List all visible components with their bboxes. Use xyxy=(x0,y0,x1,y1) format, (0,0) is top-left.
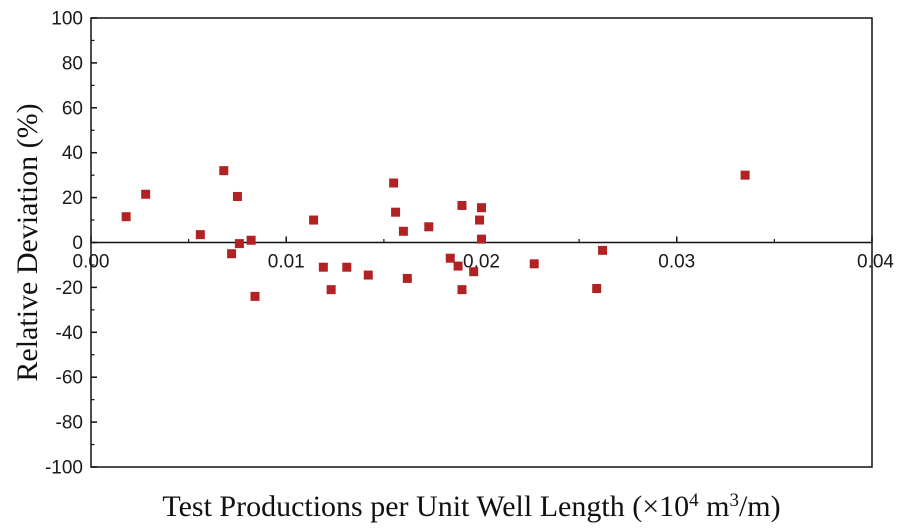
data-point xyxy=(342,262,352,272)
y-tick-label: 60 xyxy=(62,98,83,119)
y-tick-label: -60 xyxy=(56,368,83,389)
data-point xyxy=(309,215,319,225)
data-point xyxy=(219,166,229,176)
data-point xyxy=(445,253,455,263)
x-tick-label: 0.04 xyxy=(857,252,894,273)
data-point xyxy=(740,170,750,180)
data-point xyxy=(457,285,467,295)
data-point xyxy=(398,226,408,236)
x-axis-title-mid: m xyxy=(699,490,730,523)
x-tick-label: 0.02 xyxy=(463,252,500,273)
data-point xyxy=(469,267,479,277)
x-axis-title-superscript-2: 3 xyxy=(729,490,739,511)
x-axis-title-end: /m) xyxy=(739,490,781,523)
y-tick-label: 0 xyxy=(72,233,83,254)
y-tick-label: -100 xyxy=(45,458,83,479)
data-point xyxy=(475,215,485,225)
y-axis-title: Relative Deviation (%) xyxy=(11,103,44,381)
data-point xyxy=(453,261,463,271)
y-tick-label: -20 xyxy=(56,278,83,299)
data-point xyxy=(326,285,336,295)
data-point xyxy=(232,191,242,201)
y-tick-label: 100 xyxy=(51,9,83,30)
data-point xyxy=(227,249,237,259)
data-point xyxy=(402,273,412,283)
y-axis: 100 80 60 40 20 0 -20 -40 -60 -80 -100 xyxy=(45,9,97,479)
data-point xyxy=(246,235,256,245)
data-point xyxy=(424,222,434,232)
data-point xyxy=(234,239,244,249)
data-point xyxy=(318,262,328,272)
data-point xyxy=(195,230,205,240)
data-point xyxy=(477,203,486,213)
data-point xyxy=(391,207,401,217)
data-point xyxy=(598,245,608,255)
x-axis-title: Test Productions per Unit Well Length (×… xyxy=(162,490,780,524)
x-axis-title-superscript-1: 4 xyxy=(689,490,699,511)
x-axis-title-main: Test Productions per Unit Well Length (×… xyxy=(162,490,689,523)
y-tick-label: -40 xyxy=(56,323,83,344)
x-tick-label: 0.00 xyxy=(73,252,110,273)
x-tick-label: 0.03 xyxy=(658,252,695,273)
data-point xyxy=(363,270,373,280)
data-point xyxy=(121,212,131,222)
y-tick-label: 80 xyxy=(62,53,83,74)
data-point xyxy=(389,178,399,188)
data-point xyxy=(477,234,486,244)
y-tick-label: 20 xyxy=(62,188,83,209)
data-point xyxy=(529,259,539,269)
x-axis: 0.00 0.01 0.02 0.03 0.04 xyxy=(73,236,894,273)
data-point xyxy=(250,291,260,301)
data-point xyxy=(457,200,467,210)
data-markers xyxy=(121,166,750,301)
data-point xyxy=(592,284,602,294)
y-tick-label: -80 xyxy=(56,413,83,434)
y-tick-label: 40 xyxy=(62,143,83,164)
x-tick-label: 0.01 xyxy=(268,252,305,273)
data-point xyxy=(141,189,151,199)
